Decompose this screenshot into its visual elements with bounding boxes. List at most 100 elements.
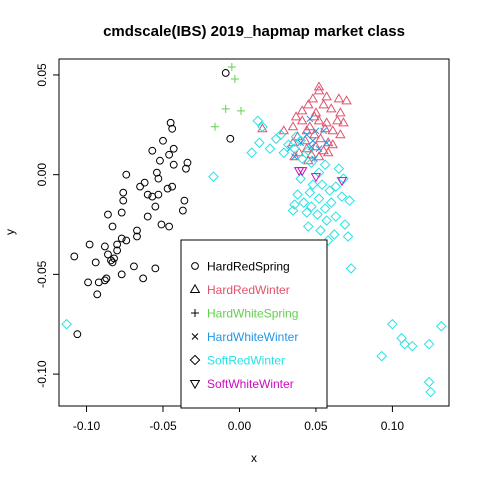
y-tick-label: 0.00	[35, 163, 49, 187]
data-points	[61, 62, 447, 398]
data-point	[399, 338, 410, 350]
data-point	[313, 85, 325, 95]
data-point	[316, 179, 328, 190]
data-point	[85, 240, 94, 249]
data-point	[104, 210, 112, 219]
data-point	[287, 205, 299, 216]
data-point	[296, 105, 308, 115]
data-point	[333, 93, 345, 103]
legend-label: SoftRedWinter	[207, 354, 285, 368]
data-point	[227, 62, 236, 71]
data-point	[178, 206, 187, 215]
legend-item: HardRedWinter	[189, 283, 290, 297]
data-point	[113, 246, 122, 255]
data-point	[320, 127, 327, 135]
data-point	[301, 143, 313, 153]
data-point	[117, 234, 126, 243]
data-point	[387, 318, 398, 330]
data-point	[287, 121, 299, 131]
y-axis: -0.10 -0.05 0.00 0.05	[35, 63, 60, 388]
data-point	[264, 143, 276, 155]
data-point	[321, 117, 332, 127]
data-point	[310, 173, 322, 183]
data-point	[140, 178, 149, 187]
data-point	[324, 185, 336, 196]
data-point	[330, 181, 342, 192]
data-point	[94, 278, 103, 287]
data-point	[122, 236, 131, 245]
data-point	[143, 190, 152, 199]
data-point	[151, 264, 160, 273]
legend-label: HardWhiteSpring	[207, 307, 298, 321]
data-point	[313, 81, 325, 91]
data-point	[289, 199, 300, 210]
data-point	[296, 153, 308, 165]
data-point	[306, 115, 314, 123]
x-tick-label: -0.05	[149, 419, 177, 433]
legend-symbol	[189, 354, 201, 366]
data-point	[148, 192, 157, 201]
data-point	[322, 235, 334, 246]
series-HardWhiteSpring	[211, 62, 245, 131]
data-point	[165, 222, 174, 231]
data-point	[289, 151, 300, 161]
data-point	[208, 171, 219, 182]
data-point	[313, 115, 325, 125]
data-point	[283, 139, 294, 151]
data-point	[313, 193, 325, 204]
data-point	[254, 137, 265, 149]
data-point	[291, 153, 298, 161]
data-point	[310, 141, 322, 151]
data-point	[327, 139, 339, 149]
legend-symbol	[191, 309, 199, 317]
data-point	[169, 144, 178, 153]
legend-symbol	[189, 283, 201, 293]
data-point	[312, 209, 323, 220]
data-point	[292, 189, 303, 200]
data-point	[318, 99, 329, 109]
data-point	[296, 115, 308, 125]
data-point	[130, 262, 138, 271]
data-point	[108, 258, 117, 267]
data-point	[309, 137, 317, 145]
data-point	[293, 167, 305, 177]
series-HardRedSpring	[70, 69, 235, 339]
legend-symbol	[191, 333, 199, 340]
data-point	[302, 221, 314, 232]
data-point	[108, 222, 117, 231]
data-point	[113, 240, 122, 249]
data-point	[332, 115, 343, 125]
data-point	[119, 188, 128, 197]
data-point	[306, 201, 317, 212]
data-point	[133, 226, 141, 235]
data-point	[163, 184, 172, 193]
data-point	[335, 129, 346, 139]
data-point	[336, 177, 348, 187]
x-tick-label: 0.05	[304, 419, 328, 433]
data-point	[315, 145, 323, 153]
data-point	[325, 103, 337, 113]
data-point	[301, 125, 313, 135]
data-point	[315, 225, 326, 236]
data-point	[183, 158, 192, 167]
data-point	[168, 182, 177, 191]
data-point	[330, 211, 342, 222]
legend-symbol	[191, 262, 199, 270]
data-point	[84, 278, 92, 287]
data-point	[436, 320, 447, 332]
data-point	[311, 155, 318, 163]
x-tick-label: 0.00	[228, 419, 252, 433]
data-point	[333, 163, 345, 174]
data-point	[295, 173, 306, 184]
data-point	[70, 252, 79, 261]
data-point	[319, 159, 331, 171]
legend-label: HardRedWinter	[207, 283, 290, 297]
data-point	[335, 107, 346, 117]
data-point	[290, 111, 302, 121]
data-point	[221, 69, 230, 77]
data-point	[211, 122, 219, 131]
legend-box	[180, 239, 328, 409]
legend-symbol	[189, 380, 201, 390]
data-point	[322, 147, 334, 157]
